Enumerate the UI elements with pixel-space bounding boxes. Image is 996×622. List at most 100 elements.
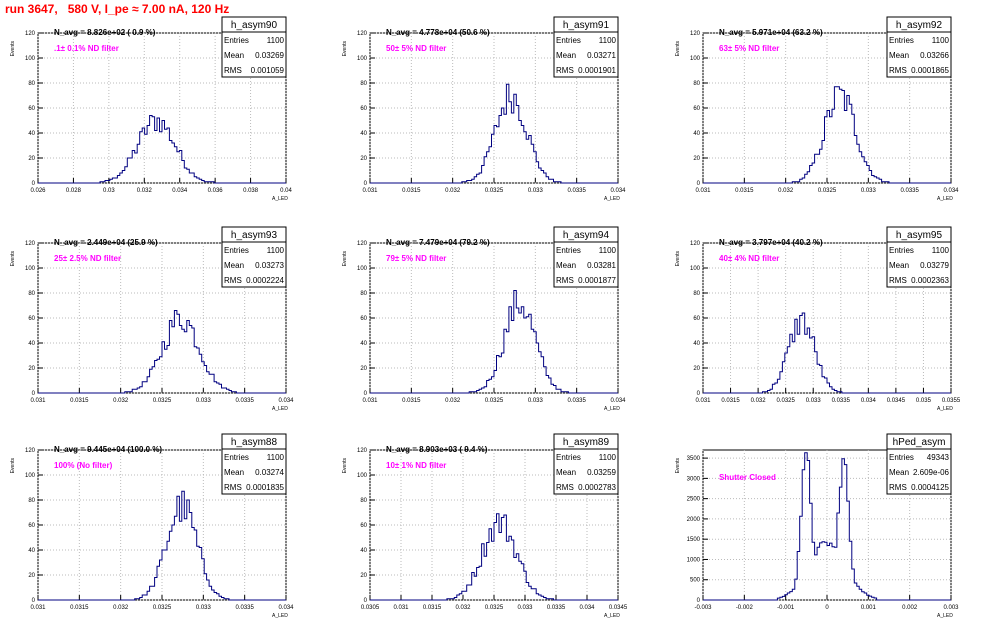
histogram-series xyxy=(703,312,951,394)
y-tick-label: 60 xyxy=(360,316,367,322)
navg-label: N_avg = 8.903e+03 ( 9.4 %) xyxy=(386,445,488,454)
x-tick-label: 0.0315 xyxy=(402,188,421,194)
y-tick-label: 0 xyxy=(364,598,368,604)
x-tick-label: 0.034 xyxy=(278,605,294,611)
stats-box xyxy=(886,433,952,495)
stats-label-rms: RMS xyxy=(556,66,574,75)
stats-value-entries: 1100 xyxy=(267,246,285,255)
stats-label-entries: Entries xyxy=(556,36,581,45)
x-tick-label: 0.033 xyxy=(196,605,212,611)
x-axis-label: A_LED xyxy=(604,196,620,202)
x-tick-label: 0.04 xyxy=(280,188,292,194)
x-tick-label: 0.031 xyxy=(30,605,46,611)
y-tick-label: 500 xyxy=(690,578,701,584)
y-tick-label: 60 xyxy=(28,106,35,112)
y-tick-label: 40 xyxy=(693,341,700,347)
x-tick-label: 0.001 xyxy=(861,605,877,611)
x-tick-label: 0.026 xyxy=(30,188,46,194)
y-tick-label: 100 xyxy=(357,266,368,272)
y-tick-label: 0 xyxy=(32,598,36,604)
stats-label-entries: Entries xyxy=(224,36,249,45)
stats-label-rms: RMS xyxy=(556,483,574,492)
y-tick-label: 120 xyxy=(25,241,36,247)
stats-value-mean: 2.609e-06 xyxy=(913,468,950,477)
stats-label-rms: RMS xyxy=(556,276,574,285)
y-axis-label: Events xyxy=(10,458,16,474)
x-tick-label: 0.035 xyxy=(916,398,932,404)
navg-label: N_avg = 4.778e+04 (50.6 %) xyxy=(386,28,490,37)
filter-label: 79± 5% ND filter xyxy=(386,254,446,263)
x-tick-label: 0.032 xyxy=(751,398,767,404)
y-tick-label: 100 xyxy=(357,56,368,62)
histogram-series xyxy=(370,290,618,394)
y-tick-label: 100 xyxy=(357,473,368,479)
x-tick-label: 0.031 xyxy=(695,398,711,404)
histogram-panel-h_asym88: 0.031 0.0315 0.032 0.0325 0.033 0.0335 0.034 0 2… xyxy=(10,433,294,619)
stats-box xyxy=(886,226,952,288)
x-tick-label: 0.033 xyxy=(528,398,544,404)
stats-label-rms: RMS xyxy=(224,276,242,285)
y-tick-label: 60 xyxy=(693,316,700,322)
histogram-panel-h_asym94: 0.031 0.0315 0.032 0.0325 0.033 0.0335 0.034 0 2… xyxy=(342,226,626,412)
stats-value-mean: 0.03274 xyxy=(255,468,284,477)
y-tick-label: 20 xyxy=(360,366,367,372)
y-axis-label: Events xyxy=(10,41,16,57)
stats-label-entries: Entries xyxy=(224,453,249,462)
x-tick-label: -0.002 xyxy=(736,605,754,611)
stats-box xyxy=(221,16,287,78)
y-tick-label: 1000 xyxy=(687,557,701,563)
x-tick-label: 0.0355 xyxy=(942,398,961,404)
x-tick-label: 0.034 xyxy=(172,188,188,194)
y-tick-label: 120 xyxy=(25,31,36,37)
y-tick-label: 0 xyxy=(697,181,701,187)
x-tick-label: 0.034 xyxy=(861,398,877,404)
y-tick-label: 0 xyxy=(32,391,36,397)
y-axis-label: Events xyxy=(675,251,681,267)
x-tick-label: 0.031 xyxy=(362,398,378,404)
histogram-series xyxy=(370,513,618,601)
stats-value-rms: 0.0001901 xyxy=(578,66,616,75)
stats-label-entries: Entries xyxy=(889,246,914,255)
stats-label-mean: Mean xyxy=(889,51,909,60)
stats-label-rms: RMS xyxy=(889,276,907,285)
filter-label: 100% (No filter) xyxy=(54,461,113,470)
x-tick-label: 0.0335 xyxy=(235,398,254,404)
y-tick-label: 80 xyxy=(693,81,700,87)
filter-label: .1± 0.1% ND filter xyxy=(54,44,119,53)
x-tick-label: 0.034 xyxy=(610,398,626,404)
x-tick-label: 0.0325 xyxy=(818,188,837,194)
y-axis-label: Events xyxy=(675,458,681,474)
stats-label-mean: Mean xyxy=(224,261,244,270)
y-tick-label: 100 xyxy=(25,266,36,272)
x-tick-label: 0.038 xyxy=(243,188,259,194)
x-tick-label: 0.032 xyxy=(445,398,461,404)
stats-label-mean: Mean xyxy=(224,468,244,477)
x-axis-label: A_LED xyxy=(937,196,953,202)
stats-box xyxy=(886,16,952,78)
y-tick-label: 20 xyxy=(360,573,367,579)
filter-label: 63± 5% ND filter xyxy=(719,44,779,53)
filter-label: Shutter Closed xyxy=(719,473,776,482)
stats-box xyxy=(221,226,287,288)
y-tick-label: 20 xyxy=(693,366,700,372)
stats-label-entries: Entries xyxy=(889,453,914,462)
filter-label: 40± 4% ND filter xyxy=(719,254,779,263)
y-axis-label: Events xyxy=(342,458,348,474)
histogram-panel-hPed_asym: -0.003 -0.002 -0.001 0 0.001 0.002 0.003 0 500 10… xyxy=(675,433,959,619)
x-tick-label: 0.0315 xyxy=(423,605,442,611)
x-tick-label: -0.001 xyxy=(777,605,795,611)
y-tick-label: 120 xyxy=(357,31,368,37)
histogram-panel-h_asym90: 0.026 0.028 0.03 0.032 0.034 0.036 0.038 0.04 0 2… xyxy=(10,16,292,202)
x-tick-label: 0.003 xyxy=(943,605,959,611)
histogram-title: h_asym88 xyxy=(231,437,278,448)
y-tick-label: 120 xyxy=(690,241,701,247)
navg-label: N_avg = 8.826e+02 ( 0.9 %) xyxy=(54,28,156,37)
histogram-title: h_asym94 xyxy=(563,230,610,241)
stats-value-rms: 0.0004125 xyxy=(911,483,949,492)
histogram-panel-h_asym89: 0.0305 0.031 0.0315 0.032 0.0325 0.033 0.0335 0… xyxy=(342,433,628,619)
x-tick-label: 0.034 xyxy=(943,188,959,194)
y-tick-label: 2500 xyxy=(687,497,701,503)
stats-value-mean: 0.03271 xyxy=(587,51,616,60)
stats-value-entries: 1100 xyxy=(267,453,285,462)
